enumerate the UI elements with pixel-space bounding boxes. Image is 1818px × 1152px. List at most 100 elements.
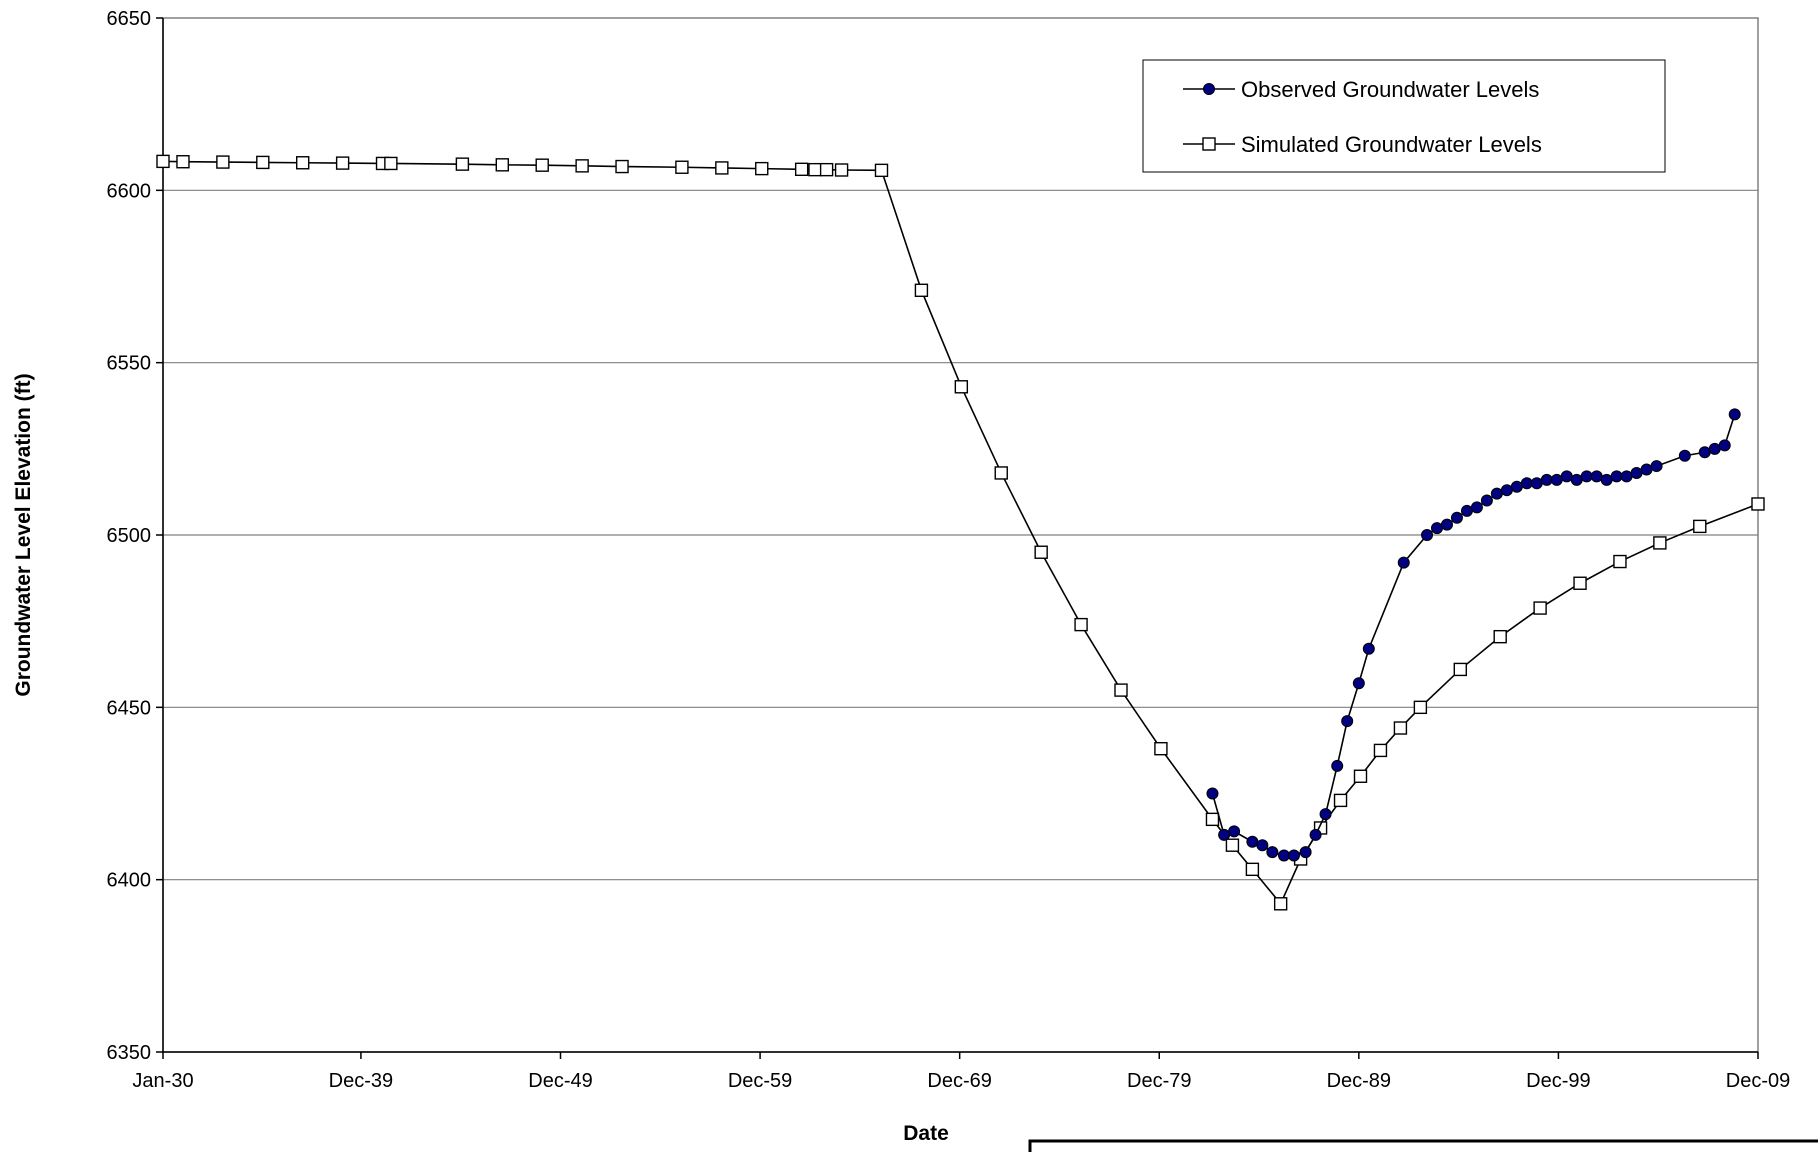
data-point-observed <box>1228 825 1241 838</box>
data-point-observed <box>1206 787 1219 800</box>
data-point-simulated <box>755 161 769 176</box>
data-point-simulated <box>819 162 834 177</box>
data-point-observed <box>1590 470 1603 483</box>
series-observed <box>1206 408 1741 862</box>
data-point-simulated <box>575 159 589 173</box>
x-tick-label: Dec-79 <box>1127 1070 1191 1092</box>
data-point-simulated <box>615 159 629 174</box>
data-point-simulated <box>994 466 1008 480</box>
data-point-observed <box>1708 442 1721 455</box>
data-point-simulated <box>1653 536 1667 550</box>
data-point-simulated <box>216 155 230 169</box>
data-point-simulated <box>954 380 969 394</box>
legend-simulated-marker <box>1202 137 1216 151</box>
legend: Observed Groundwater Levels Simulated Gr… <box>1142 59 1666 173</box>
data-point-observed <box>1319 808 1332 821</box>
data-point-observed <box>1610 470 1623 483</box>
data-point-observed <box>1309 828 1322 841</box>
y-tick-label: 6650 <box>107 8 152 30</box>
data-point-simulated <box>1613 554 1627 569</box>
data-point-simulated <box>1225 838 1240 852</box>
data-point-simulated <box>1413 700 1428 715</box>
data-point-simulated <box>1074 617 1088 632</box>
data-point-observed <box>1620 470 1633 483</box>
data-point-observed <box>1352 677 1365 690</box>
data-point-simulated <box>1114 683 1128 697</box>
data-point-observed <box>1431 522 1444 535</box>
x-tick-label: Dec-09 <box>1726 1070 1790 1092</box>
data-point-simulated <box>384 156 398 171</box>
x-axis-ticks: Jan-30 Dec-39 Dec-49 Dec-59 Dec-69 Dec-79 Dec-… <box>132 1052 1790 1092</box>
data-point-observed <box>1580 470 1593 483</box>
y-axis-ticks: 6350 6400 6450 6500 6550 6600 6650 <box>107 8 163 1064</box>
data-point-simulated <box>1333 793 1348 808</box>
data-point-simulated <box>1533 601 1547 615</box>
data-point-observed <box>1570 473 1583 486</box>
data-point-observed <box>1299 846 1312 859</box>
data-point-simulated <box>794 162 809 177</box>
data-point-observed <box>1630 466 1643 479</box>
data-point-observed <box>1510 480 1523 493</box>
data-point-observed <box>1440 518 1453 531</box>
data-point-observed <box>1728 408 1741 421</box>
data-point-observed <box>1550 473 1563 486</box>
data-point-simulated <box>1154 741 1168 756</box>
data-point-simulated <box>296 156 310 170</box>
data-point-simulated <box>1693 519 1707 534</box>
legend-simulated-label: Simulated Groundwater Levels <box>1241 132 1542 157</box>
y-axis-title: Groundwater Level Elevation (ft) <box>12 373 35 696</box>
data-point-simulated <box>1273 897 1288 911</box>
data-point-simulated <box>455 157 470 171</box>
data-point-simulated <box>1453 662 1467 677</box>
data-point-simulated <box>1034 545 1048 559</box>
data-point-observed <box>1277 849 1290 862</box>
data-point-simulated <box>914 283 929 297</box>
data-point-observed <box>1421 529 1434 541</box>
x-tick-label: Jan-30 <box>132 1070 193 1092</box>
data-point-simulated <box>495 158 509 172</box>
data-point-observed <box>1246 835 1259 848</box>
data-point-observed <box>1600 473 1613 486</box>
data-point-observed <box>1520 477 1533 490</box>
x-tick-label: Dec-39 <box>329 1070 393 1092</box>
data-point-simulated <box>715 161 729 175</box>
data-point-simulated <box>156 154 170 169</box>
y-tick-label: 6550 <box>107 353 152 375</box>
x-axis-title: Date <box>903 1122 949 1145</box>
data-point-observed <box>1678 449 1691 462</box>
data-point-observed <box>1640 463 1653 476</box>
x-tick-label: Dec-99 <box>1526 1070 1590 1092</box>
data-point-observed <box>1530 477 1543 490</box>
data-point-observed <box>1490 487 1503 500</box>
data-point-simulated <box>808 162 822 177</box>
legend-box <box>1142 59 1666 173</box>
data-point-simulated <box>1373 743 1388 758</box>
data-point-observed <box>1500 484 1513 497</box>
x-tick-label: Dec-59 <box>728 1070 792 1092</box>
data-point-observed <box>1480 494 1493 507</box>
data-point-observed <box>1256 839 1269 852</box>
x-tick-label: Dec-49 <box>528 1070 592 1092</box>
legend-observed-label: Observed Groundwater Levels <box>1241 77 1539 102</box>
y-tick-label: 6600 <box>107 180 152 202</box>
legend-observed-marker <box>1203 83 1215 95</box>
data-point-simulated <box>335 156 350 170</box>
y-tick-label: 6350 <box>107 1042 152 1064</box>
data-point-observed <box>1218 828 1231 841</box>
x-tick-label: Dec-89 <box>1327 1070 1391 1092</box>
data-point-observed <box>1266 846 1279 859</box>
data-point-observed <box>1650 460 1663 473</box>
data-point-observed <box>1540 473 1553 486</box>
y-tick-label: 6450 <box>107 697 152 719</box>
data-point-observed <box>1450 511 1463 524</box>
data-point-simulated <box>874 163 889 178</box>
data-point-observed <box>1718 439 1731 452</box>
data-point-simulated <box>834 163 849 177</box>
data-point-simulated <box>1353 769 1368 783</box>
data-point-simulated <box>1573 576 1587 590</box>
data-point-simulated <box>1205 812 1220 827</box>
data-point-observed <box>1331 759 1344 772</box>
data-point-simulated <box>675 160 689 174</box>
